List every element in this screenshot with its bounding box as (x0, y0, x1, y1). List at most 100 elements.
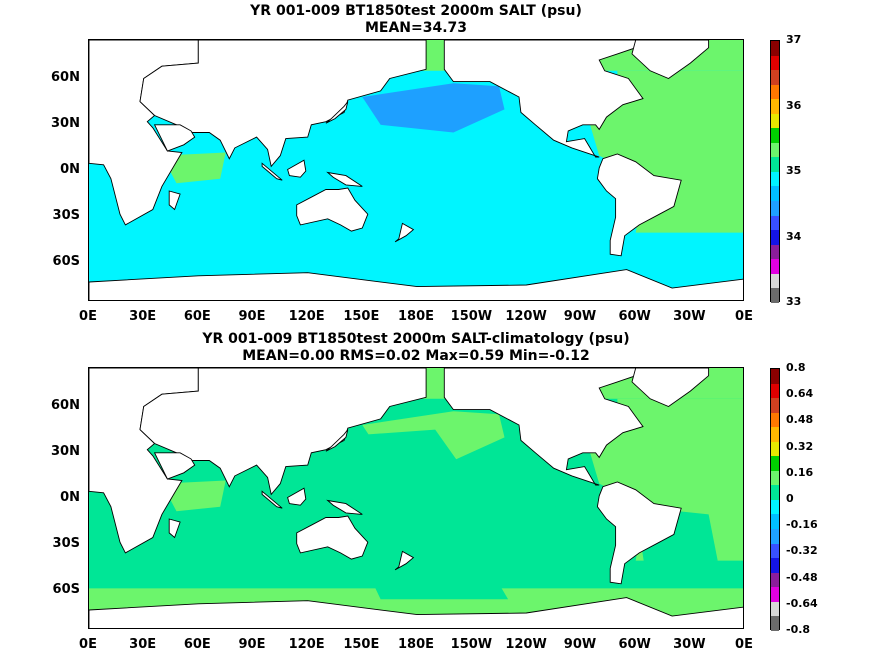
land-sumatra (261, 162, 283, 181)
colorbar-segment (771, 543, 779, 559)
panel2-map (88, 367, 744, 629)
ocean-map-svg (89, 368, 743, 628)
colorbar-segment (771, 398, 779, 413)
lon-label: 90W (563, 637, 597, 652)
land-japan (325, 429, 349, 452)
land-antarctica (89, 597, 743, 628)
colorbar-segment (771, 244, 779, 260)
colorbar-segment (771, 383, 779, 399)
colorbar-label: 35 (786, 164, 802, 177)
land-australia (296, 515, 369, 560)
land-japan (325, 101, 349, 124)
lon-label: 0E (79, 637, 97, 652)
panel2-colorbar (770, 368, 780, 631)
panel1-title-line1: YR 001-009 BT1850test 2000m SALT (psu) (250, 3, 582, 19)
lon-label: 180E (397, 637, 435, 652)
land-arabia (153, 452, 196, 480)
land-antarctica (89, 269, 743, 300)
colorbar-segment (771, 514, 779, 530)
colorbar-label: 0.48 (786, 413, 814, 427)
lon-label: 150W (450, 637, 493, 652)
lon-label: 60E (183, 309, 211, 324)
colorbar-label: 0.8 (786, 361, 806, 374)
panel1-colorbar (770, 40, 780, 303)
lon-label: 150E (343, 637, 380, 652)
colorbar-segment (771, 99, 779, 114)
lon-label: 60E (183, 637, 211, 652)
colorbar-segment (771, 499, 779, 515)
colorbar-segment (771, 369, 779, 384)
colorbar-label: 0.32 (786, 439, 814, 453)
lon-label: 30W (673, 309, 706, 324)
lon-label: 0E (735, 309, 753, 324)
land-borneo (287, 487, 307, 506)
colorbar-segment (771, 230, 779, 245)
colorbar-segment (771, 427, 779, 442)
colorbar-segment (771, 142, 779, 158)
lon-label: 0E (735, 637, 753, 652)
colorbar-label: 33 (786, 295, 802, 308)
lon-label: 30E (129, 637, 157, 652)
lon-label: 150W (450, 309, 493, 324)
colorbar-segment (771, 128, 779, 143)
panel1-map (88, 39, 744, 301)
lon-label: 90E (238, 309, 266, 324)
colorbar-label: 34 (786, 229, 802, 243)
lon-label: 180E (397, 309, 435, 324)
land-asia (139, 40, 427, 168)
colorbar-segment (771, 113, 779, 129)
lat-label: 60N (51, 397, 80, 413)
colorbar-label: 0.16 (786, 465, 814, 479)
land-asia (139, 368, 427, 496)
colorbar-segment (771, 41, 779, 56)
land-australia (296, 187, 369, 232)
land-newguinea (326, 499, 363, 515)
anomaly-patch-0 (325, 429, 463, 484)
panel2-title-line1: YR 001-009 BT1850test 2000m SALT-climato… (202, 331, 630, 347)
lon-label: 120W (505, 309, 547, 324)
panel1-title-line2: MEAN=34.73 (364, 20, 468, 36)
lon-label: 120W (505, 637, 547, 652)
land-arabia (153, 124, 196, 152)
colorbar-label: -0.48 (786, 570, 818, 584)
colorbar-segment (771, 529, 779, 544)
colorbar-segment (771, 288, 779, 303)
lat-label: 60N (51, 69, 80, 85)
lat-label: 30N (51, 115, 80, 131)
colorbar-label: -0.16 (786, 518, 818, 532)
colorbar-segment (771, 157, 779, 172)
lon-label: 60W (618, 309, 651, 324)
lon-label: 60W (618, 637, 651, 652)
colorbar-segment (771, 601, 779, 617)
lat-label: 60S (52, 582, 80, 598)
land-madagascar (168, 190, 181, 211)
lon-label: 30E (129, 309, 157, 324)
lon-label: 0E (79, 309, 97, 324)
colorbar-segment (771, 441, 779, 457)
colorbar-segment (771, 273, 779, 289)
land-newzealand (394, 222, 415, 243)
colorbar-segment (771, 587, 779, 602)
lon-label: 120E (288, 309, 325, 324)
colorbar-segment (771, 186, 779, 202)
colorbar-segment (771, 616, 779, 631)
land-borneo (287, 159, 307, 178)
land-northamerica (443, 40, 644, 158)
land-newzealand (394, 550, 415, 571)
colorbar-segment (771, 201, 779, 216)
colorbar-label: 37 (786, 33, 802, 46)
lon-label: 120E (288, 637, 325, 652)
colorbar-segment (771, 470, 779, 486)
lat-label: 0N (60, 490, 80, 505)
colorbar-label: -0.64 (786, 596, 818, 610)
colorbar-segment (771, 259, 779, 274)
land-sumatra (261, 490, 283, 509)
lat-label: 30N (51, 443, 80, 459)
lat-label: 60S (52, 254, 80, 270)
north-pacific-field (362, 83, 505, 133)
land-newguinea (326, 171, 363, 187)
anomaly-patch-1 (453, 483, 563, 538)
colorbar-segment (771, 572, 779, 588)
land-southamerica (596, 481, 682, 585)
colorbar-segment (771, 456, 779, 471)
